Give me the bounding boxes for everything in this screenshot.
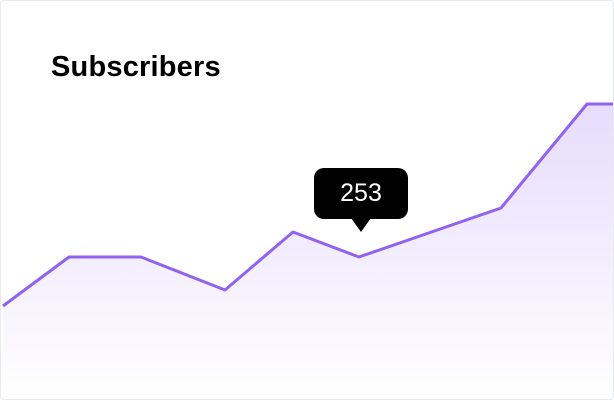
data-point-2[interactable]	[135, 251, 147, 263]
data-point-6[interactable]	[495, 202, 507, 214]
data-point-3[interactable]	[219, 284, 231, 296]
data-point-7[interactable]	[581, 98, 593, 110]
series-line	[2, 102, 613, 308]
chart-title: Subscribers	[51, 51, 221, 83]
data-point-1[interactable]	[63, 251, 75, 263]
area-fill	[3, 104, 613, 399]
data-point-4[interactable]	[287, 226, 299, 238]
data-point-5[interactable]	[353, 251, 365, 263]
tooltip: 253	[314, 168, 408, 232]
